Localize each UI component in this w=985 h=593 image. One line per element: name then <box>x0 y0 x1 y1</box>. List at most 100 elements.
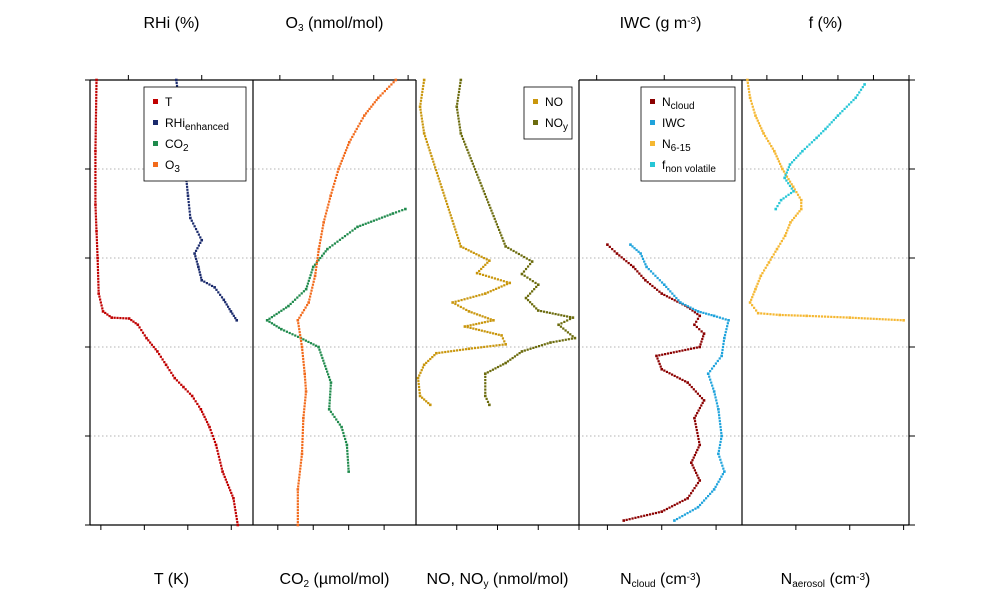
data-point <box>552 340 555 344</box>
data-point <box>326 370 329 373</box>
data-point <box>511 356 514 360</box>
data-point <box>422 84 425 88</box>
data-point <box>484 274 488 277</box>
data-point <box>296 335 300 338</box>
data-point <box>785 179 788 182</box>
data-point <box>505 280 508 284</box>
data-point <box>836 114 840 117</box>
data-point <box>331 244 334 247</box>
data-point <box>463 325 467 328</box>
legend-label: O3 <box>165 158 180 175</box>
data-point <box>640 274 643 277</box>
data-point <box>322 359 325 362</box>
data-point <box>486 317 490 320</box>
data-point <box>200 278 204 282</box>
data-point <box>756 311 760 315</box>
data-point <box>658 279 661 282</box>
data-point <box>498 343 501 347</box>
data-point <box>842 316 845 319</box>
data-point <box>723 470 726 473</box>
data-point <box>767 261 771 264</box>
data-point <box>530 260 534 263</box>
data-point <box>644 278 647 282</box>
series-noy <box>455 78 577 407</box>
data-point <box>113 316 116 319</box>
data-point <box>95 78 98 82</box>
data-point <box>487 275 491 278</box>
data-point <box>303 408 306 411</box>
data-point <box>235 515 238 518</box>
data-point <box>721 473 724 476</box>
data-point <box>696 434 700 438</box>
data-point <box>418 388 421 392</box>
data-point <box>688 494 691 497</box>
data-point <box>790 314 793 317</box>
data-point <box>720 461 723 464</box>
data-point <box>893 318 896 321</box>
data-point <box>497 228 501 231</box>
data-point <box>787 226 790 229</box>
data-point <box>671 292 674 295</box>
data-point <box>296 515 299 518</box>
data-point <box>231 312 234 315</box>
data-point <box>301 434 304 438</box>
data-point <box>470 311 473 314</box>
data-point <box>641 257 645 260</box>
data-point <box>832 118 835 122</box>
data-point <box>471 162 474 165</box>
data-point <box>699 343 702 346</box>
data-point <box>502 363 505 366</box>
data-point <box>364 222 367 225</box>
data-point <box>866 317 869 320</box>
data-point <box>194 255 197 258</box>
data-point <box>343 434 346 438</box>
data-point <box>421 396 424 399</box>
data-point <box>697 476 700 480</box>
data-point <box>327 408 331 411</box>
data-point <box>301 437 304 441</box>
data-point <box>110 316 114 319</box>
data-point <box>94 108 98 111</box>
data-point <box>420 96 423 99</box>
data-point <box>839 316 842 319</box>
data-point <box>711 384 714 387</box>
data-point <box>219 293 222 296</box>
data-point <box>97 274 100 277</box>
data-point <box>347 464 350 467</box>
data-point <box>503 242 506 245</box>
data-point <box>193 225 196 228</box>
data-point <box>318 245 321 248</box>
data-point <box>491 368 495 371</box>
data-point <box>747 87 750 90</box>
data-point <box>755 117 758 120</box>
data-point <box>341 157 344 160</box>
data-point <box>551 312 554 315</box>
data-point <box>834 116 837 119</box>
data-point <box>220 296 224 299</box>
data-point <box>489 345 492 348</box>
data-point <box>721 351 724 355</box>
data-point <box>331 188 334 191</box>
data-point <box>315 262 318 266</box>
data-point <box>299 339 303 343</box>
data-point <box>454 302 457 306</box>
data-point <box>652 272 655 275</box>
data-point <box>469 296 472 299</box>
data-point <box>503 340 506 343</box>
data-point <box>524 296 528 300</box>
data-point <box>298 470 302 473</box>
data-point <box>288 331 291 335</box>
data-point <box>769 258 772 261</box>
data-point <box>457 93 460 96</box>
data-point <box>525 257 528 260</box>
data-point <box>486 320 489 323</box>
data-point <box>563 314 566 317</box>
data-point <box>310 271 313 274</box>
data-point <box>757 122 761 125</box>
data-point <box>459 129 462 132</box>
data-point <box>324 215 327 218</box>
data-point <box>227 486 231 489</box>
data-point <box>851 316 854 319</box>
data-point <box>697 409 700 412</box>
data-point <box>861 86 864 89</box>
